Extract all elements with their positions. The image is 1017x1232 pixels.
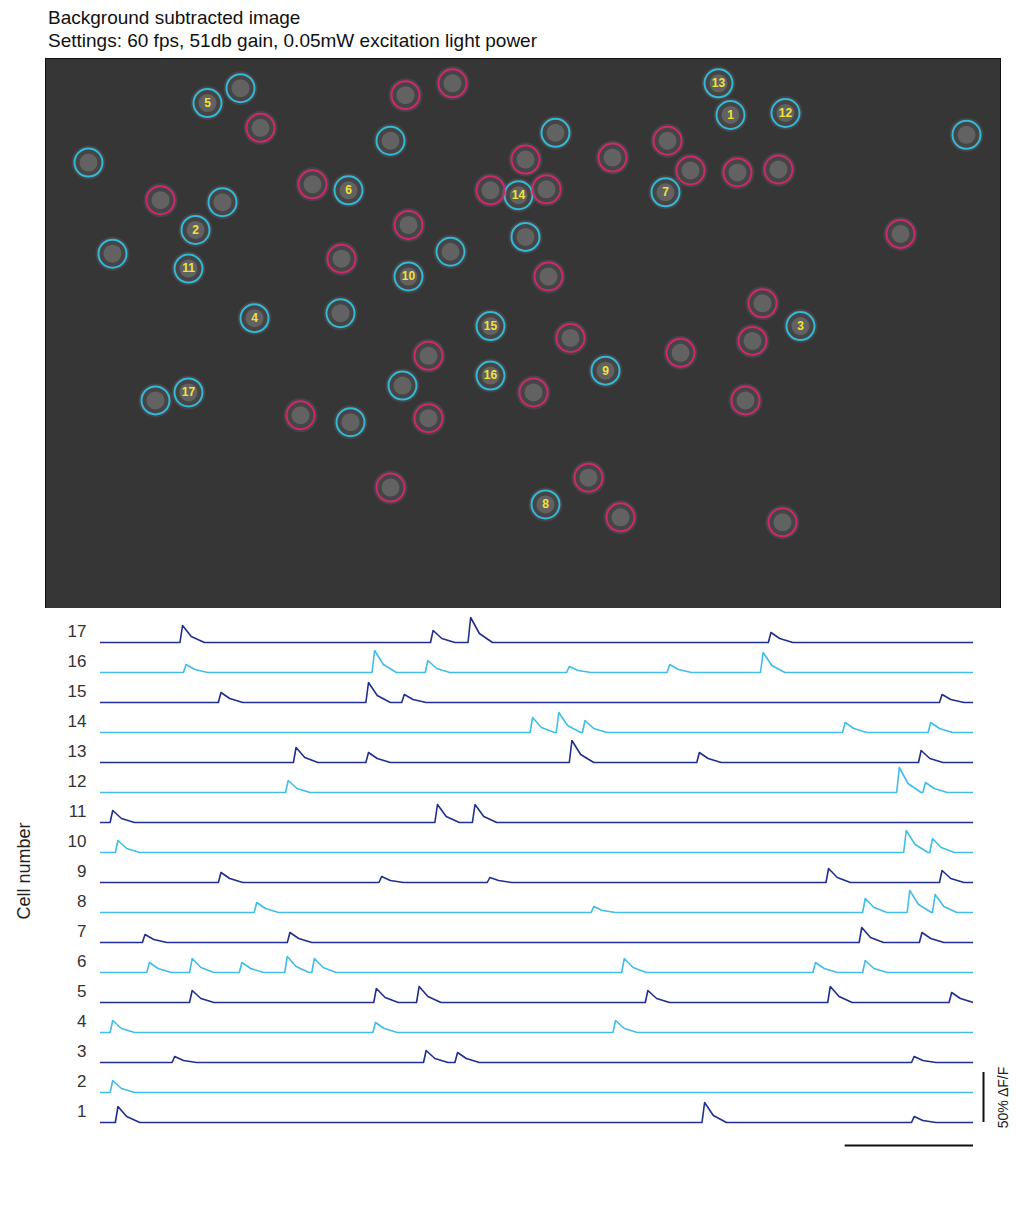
svg-text:16: 16 [484, 368, 498, 382]
html-text:Cell number: Cell number [13, 822, 34, 920]
svg-text:11: 11 [182, 261, 195, 275]
svg-text:3: 3 [797, 319, 804, 333]
svg-text:4: 4 [77, 1012, 86, 1031]
svg-text:12: 12 [68, 772, 87, 791]
svg-text:5: 5 [77, 982, 86, 1001]
svg-text:6: 6 [345, 183, 352, 197]
svg-text:3: 3 [77, 1042, 86, 1061]
svg-text:5: 5 [204, 96, 211, 110]
svg-text:11: 11 [69, 802, 87, 821]
html-text:Background subtracted image: Background subtracted image [48, 7, 301, 28]
svg-text:10: 10 [68, 832, 87, 851]
svg-text:16: 16 [68, 652, 87, 671]
svg-text:7: 7 [662, 185, 669, 199]
svg-text:14: 14 [512, 188, 526, 202]
svg-text:6: 6 [77, 952, 86, 971]
svg-text:15: 15 [484, 319, 498, 333]
svg-text:17: 17 [182, 385, 196, 399]
svg-text:8: 8 [542, 497, 549, 511]
svg-text:14: 14 [68, 712, 87, 731]
svg-text:13: 13 [68, 742, 87, 761]
svg-text:9: 9 [602, 364, 609, 378]
svg-text:13: 13 [712, 76, 726, 90]
svg-text:50% ΔF/F: 50% ΔF/F [995, 1067, 1011, 1128]
svg-text:2: 2 [77, 1072, 86, 1091]
svg-text:2: 2 [192, 223, 199, 237]
svg-text:1: 1 [727, 108, 734, 122]
svg-text:12: 12 [779, 106, 793, 120]
svg-text:8: 8 [77, 892, 86, 911]
svg-text:17: 17 [68, 622, 87, 641]
html-text:Settings: 60 fps, 51db gain, 0: Settings: 60 fps, 51db gain, 0.05mW exci… [48, 30, 537, 51]
svg-text:4: 4 [251, 311, 258, 325]
svg-text:10: 10 [402, 269, 416, 283]
svg-text:7: 7 [77, 922, 86, 941]
svg-text:1: 1 [77, 1102, 86, 1121]
svg-text:15: 15 [68, 682, 87, 701]
svg-text:9: 9 [77, 862, 86, 881]
